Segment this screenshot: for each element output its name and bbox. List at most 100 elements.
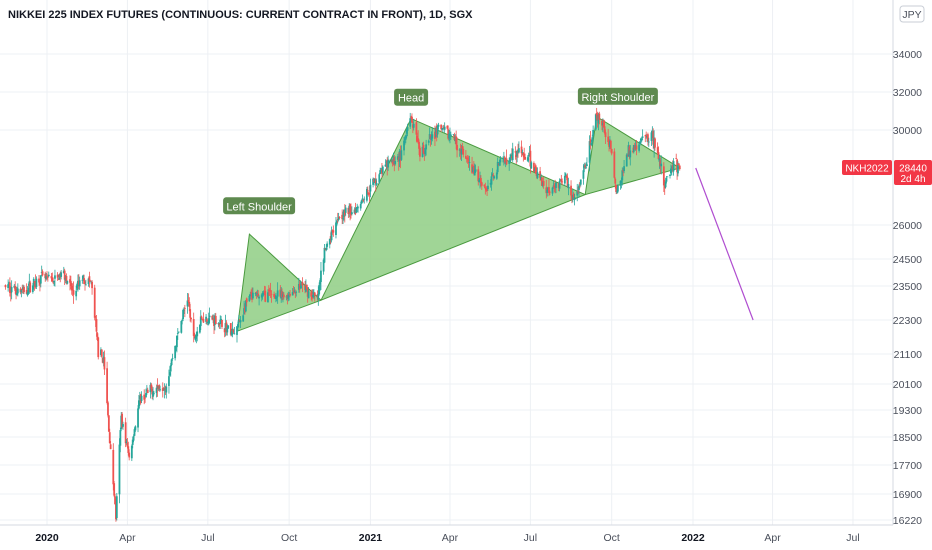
candle[interactable] xyxy=(524,153,526,161)
candle[interactable] xyxy=(190,317,192,323)
pattern-labels[interactable]: Left Shoulder Head Right Shoulder xyxy=(223,87,658,215)
candle[interactable] xyxy=(10,280,13,300)
candle[interactable] xyxy=(128,449,131,461)
candle[interactable] xyxy=(258,295,260,306)
candle[interactable] xyxy=(615,184,618,195)
candle[interactable] xyxy=(41,269,44,277)
candle[interactable] xyxy=(32,277,35,290)
candle[interactable] xyxy=(505,149,508,166)
candle[interactable] xyxy=(388,159,390,162)
candle[interactable] xyxy=(146,387,149,394)
candle[interactable] xyxy=(106,361,108,405)
candle[interactable] xyxy=(183,304,186,318)
candle[interactable] xyxy=(145,388,147,398)
candle[interactable] xyxy=(39,275,42,288)
candle[interactable] xyxy=(337,212,340,222)
candle[interactable] xyxy=(647,132,649,146)
candle[interactable] xyxy=(97,336,100,360)
candle[interactable] xyxy=(493,175,496,180)
candle[interactable] xyxy=(520,140,523,158)
candle[interactable] xyxy=(143,389,146,405)
candle[interactable] xyxy=(650,130,653,147)
candle[interactable] xyxy=(361,194,364,203)
candle[interactable] xyxy=(169,362,172,377)
candle[interactable] xyxy=(536,167,539,180)
candle[interactable] xyxy=(610,148,613,156)
candle[interactable] xyxy=(78,276,81,290)
candle[interactable] xyxy=(378,173,381,184)
right-shoulder-triangle[interactable] xyxy=(584,115,681,196)
candle[interactable] xyxy=(604,129,607,144)
candle[interactable] xyxy=(323,244,326,264)
candle[interactable] xyxy=(137,405,139,433)
candle[interactable] xyxy=(576,183,579,202)
candle[interactable] xyxy=(483,184,486,189)
candle[interactable] xyxy=(53,280,55,286)
candle[interactable] xyxy=(118,438,121,504)
candle[interactable] xyxy=(589,130,592,150)
candle[interactable] xyxy=(375,178,378,187)
candle[interactable] xyxy=(170,358,173,367)
candle[interactable] xyxy=(199,310,202,331)
candle[interactable] xyxy=(381,165,384,176)
candle[interactable] xyxy=(4,284,7,290)
candle[interactable] xyxy=(140,391,143,403)
candle[interactable] xyxy=(629,145,632,166)
candle[interactable] xyxy=(431,127,434,142)
candle[interactable] xyxy=(360,199,363,205)
candle[interactable] xyxy=(202,312,205,324)
candle[interactable] xyxy=(35,276,38,290)
candle[interactable] xyxy=(181,318,184,325)
candle[interactable] xyxy=(496,157,499,175)
candle[interactable] xyxy=(318,282,321,296)
candle[interactable] xyxy=(95,314,98,337)
candle[interactable] xyxy=(467,155,470,168)
candle[interactable] xyxy=(54,269,56,287)
candle[interactable] xyxy=(91,280,93,295)
candle[interactable] xyxy=(153,390,155,396)
candle[interactable] xyxy=(187,293,190,304)
candle[interactable] xyxy=(666,176,669,178)
candle[interactable] xyxy=(236,326,238,343)
candle[interactable] xyxy=(269,282,272,298)
candle[interactable] xyxy=(262,290,265,297)
candle[interactable] xyxy=(206,317,208,325)
candle[interactable] xyxy=(406,123,409,137)
candle[interactable] xyxy=(591,134,594,146)
neckline-triangle[interactable] xyxy=(319,117,587,302)
candle[interactable] xyxy=(548,179,550,197)
candle[interactable] xyxy=(103,350,106,376)
candle[interactable] xyxy=(603,120,606,135)
candle[interactable] xyxy=(644,134,647,143)
candle[interactable] xyxy=(16,283,19,297)
candle[interactable] xyxy=(88,271,91,288)
candle[interactable] xyxy=(677,163,680,166)
candle[interactable] xyxy=(47,271,50,278)
head-and-shoulders-pattern[interactable] xyxy=(236,115,681,333)
candle[interactable] xyxy=(514,146,517,160)
candle[interactable] xyxy=(301,277,304,293)
candle[interactable] xyxy=(221,319,223,329)
candle[interactable] xyxy=(122,421,124,430)
candle[interactable] xyxy=(295,290,298,297)
candle[interactable] xyxy=(446,125,449,130)
candle[interactable] xyxy=(335,220,338,227)
candle[interactable] xyxy=(427,139,430,146)
candle[interactable] xyxy=(214,312,217,325)
candle[interactable] xyxy=(448,130,450,142)
candle[interactable] xyxy=(8,277,11,297)
candlestick-series[interactable] xyxy=(4,107,681,522)
candle[interactable] xyxy=(499,156,502,166)
candle[interactable] xyxy=(350,206,353,216)
candle[interactable] xyxy=(675,153,678,160)
candle[interactable] xyxy=(384,159,387,167)
candle[interactable] xyxy=(159,385,162,392)
candle[interactable] xyxy=(487,179,489,191)
candle[interactable] xyxy=(276,282,279,304)
candle[interactable] xyxy=(623,159,625,174)
candle[interactable] xyxy=(526,155,529,162)
pattern-label-right-shoulder[interactable]: Right Shoulder xyxy=(577,87,658,105)
candle[interactable] xyxy=(208,307,211,324)
time-axis[interactable]: 2020 Apr Jul Oct 2021 Apr Jul Oct 2022 Apr Jul xyxy=(35,532,859,544)
